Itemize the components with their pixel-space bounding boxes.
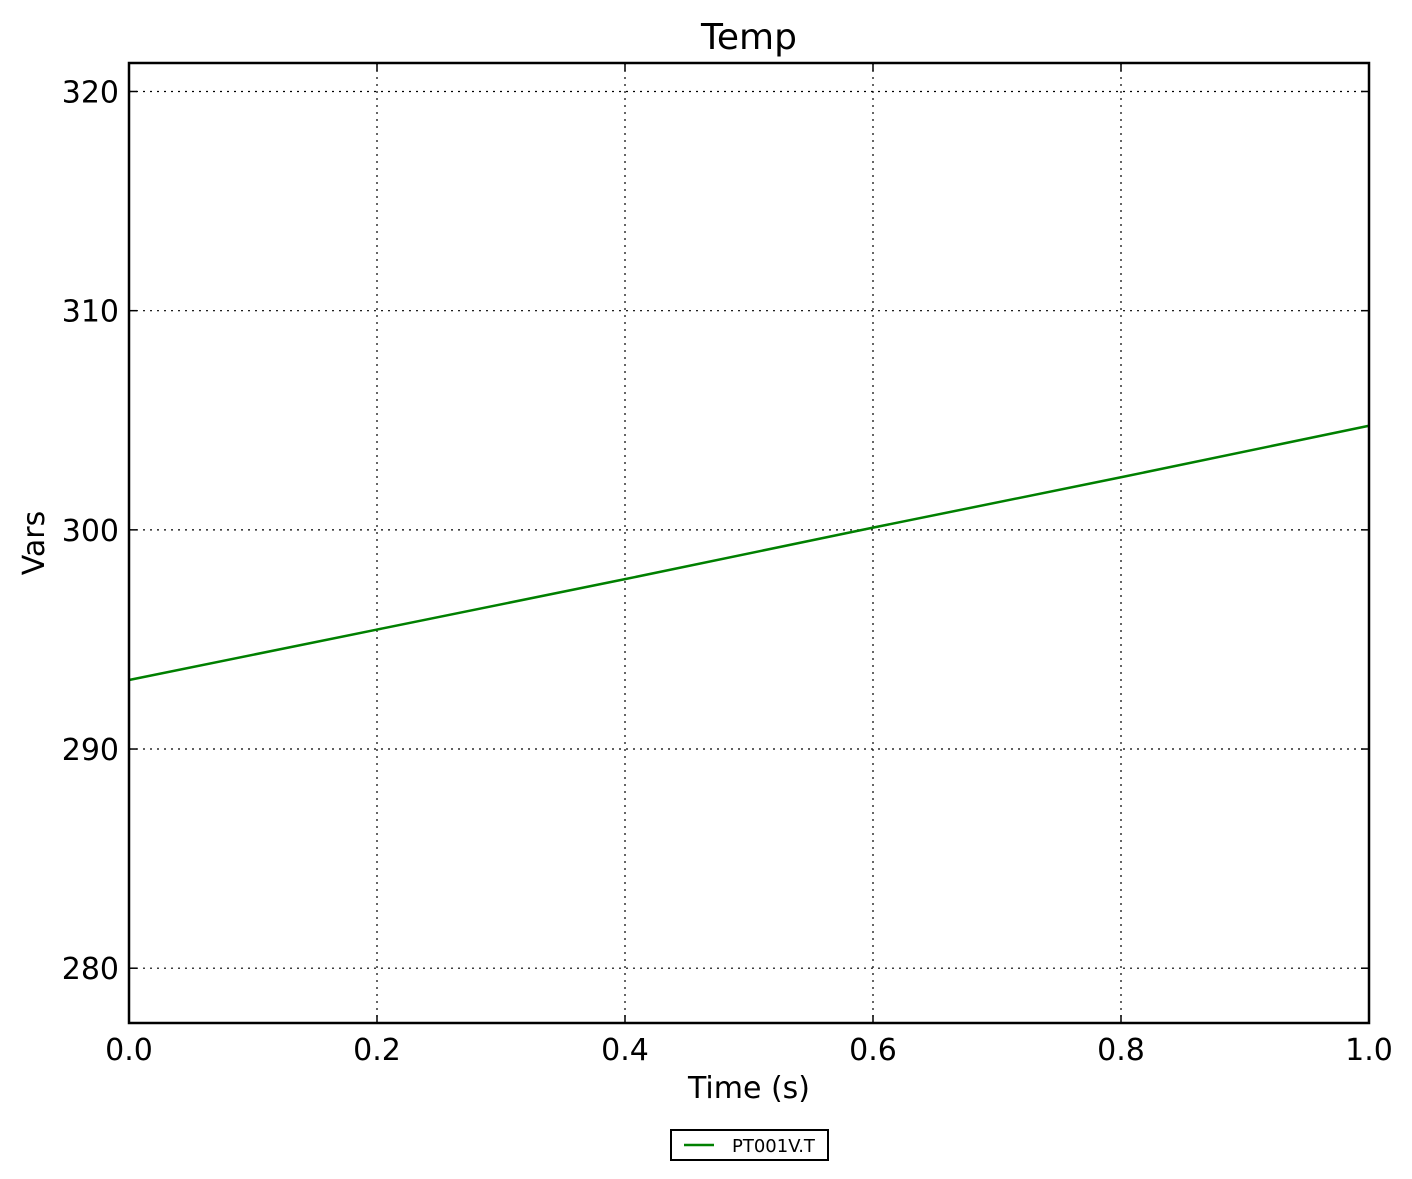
x-tick-label: 0.8 [1097,1033,1145,1068]
x-tick-label: 0.4 [601,1033,649,1068]
x-tick-label: 0.6 [849,1033,897,1068]
legend-label: PT001V.T [732,1136,816,1157]
y-tick-label: 300 [62,514,119,549]
y-axis-label: Vars [17,511,52,576]
y-tick-label: 310 [62,295,119,330]
series-line [128,424,1370,682]
y-tick-label: 280 [62,952,119,987]
x-tick-label: 0.2 [353,1033,401,1068]
y-tick-label: 290 [62,733,119,768]
x-tick-label: 1.0 [1345,1033,1393,1068]
x-tick-label: 0.0 [105,1033,153,1068]
series-layer [128,424,1370,682]
x-axis-label: Time (s) [687,1071,810,1106]
legend: PT001V.T [670,1129,829,1161]
plot-frame [127,61,1371,1025]
ticks: 0.0 0.2 0.4 0.6 0.8 1.0 280 290 300 310 320 [62,63,1393,1068]
chart-title: Temp [700,17,797,58]
y-tick-label: 320 [62,75,119,110]
